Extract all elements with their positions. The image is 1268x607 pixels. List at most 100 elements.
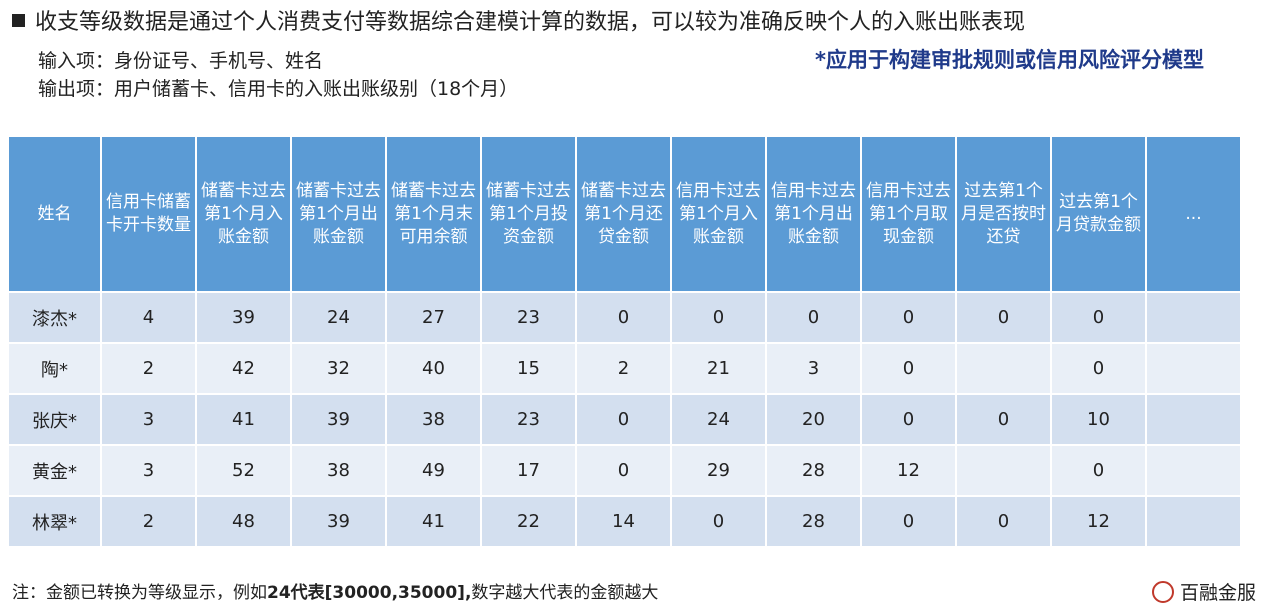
value-cell: 0 (1050, 444, 1147, 497)
value-cell: 22 (480, 495, 577, 548)
value-cell: 15 (480, 342, 577, 395)
value-cell: 29 (670, 444, 767, 497)
bullet (12, 13, 25, 27)
value-cell: 0 (955, 495, 1052, 548)
footnote-bold: 24代表[30000,35000], (267, 583, 472, 603)
value-cell: 2 (100, 342, 197, 395)
value-cell: 24 (670, 393, 767, 446)
empty-cell (1145, 342, 1242, 395)
column-header: 储蓄卡过去第1个月末可用余额 (385, 135, 482, 293)
footnote-prefix: 注：金额已转换为等级显示，例如 (12, 583, 267, 603)
logo: 百融金服 (1152, 578, 1256, 605)
value-cell: 20 (765, 393, 862, 446)
name-cell: 林翠* (7, 495, 102, 548)
value-cell: 42 (195, 342, 292, 395)
empty-cell (1145, 291, 1242, 344)
value-cell: 0 (670, 291, 767, 344)
table-row: 漆杰* 4 39 24 27 23 0 0 0 0 0 0 (7, 291, 1242, 344)
value-cell: 0 (860, 393, 957, 446)
value-cell: 0 (955, 291, 1052, 344)
title-text: 收支等级数据是通过个人消费支付等数据综合建模计算的数据，可以较为准确反映个人的入… (35, 10, 1026, 35)
value-cell: 3 (100, 444, 197, 497)
name-cell: 陶* (7, 342, 102, 395)
value-cell: 21 (670, 342, 767, 395)
column-header: 储蓄卡过去第1个月投资金额 (480, 135, 577, 293)
table-row: 陶* 2 42 32 40 15 2 21 3 0 0 (7, 342, 1242, 395)
value-cell: 12 (1050, 495, 1147, 548)
title: 收支等级数据是通过个人消费支付等数据综合建模计算的数据，可以较为准确反映个人的入… (12, 4, 1025, 36)
column-header: 储蓄卡过去第1个月出账金额 (290, 135, 387, 293)
value-cell: 3 (765, 342, 862, 395)
table-row: 张庆* 3 41 39 38 23 0 24 20 0 0 10 (7, 393, 1242, 446)
value-cell: 3 (100, 393, 197, 446)
empty-cell (1145, 495, 1242, 548)
value-cell: 41 (195, 393, 292, 446)
value-cell: 10 (1050, 393, 1147, 446)
column-header: 储蓄卡过去第1个月还贷金额 (575, 135, 672, 293)
value-cell: 23 (480, 393, 577, 446)
column-header: 姓名 (7, 135, 102, 293)
empty-cell (955, 342, 1052, 395)
column-header: ... (1145, 135, 1242, 293)
value-cell: 12 (860, 444, 957, 497)
value-cell: 2 (575, 342, 672, 395)
application-note: *应用于构建审批规则或信用风险评分模型 (815, 48, 1204, 72)
logo-text: 百融金服 (1180, 582, 1257, 604)
data-table: 姓名 信用卡储蓄卡开卡数量 储蓄卡过去第1个月入账金额 储蓄卡过去第1个月出账金额 储蓄… (7, 135, 1242, 548)
table-row: 林翠* 2 48 39 41 22 14 0 28 0 0 12 (7, 495, 1242, 548)
table-body: 漆杰* 4 39 24 27 23 0 0 0 0 0 0 陶* 2 42 32 40 15 2 21 3 0 0 张庆* 3 4… (7, 291, 1242, 548)
value-cell: 0 (575, 444, 672, 497)
column-header: 信用卡过去第1个月取现金额 (860, 135, 957, 293)
value-cell: 39 (195, 291, 292, 344)
value-cell: 39 (290, 393, 387, 446)
value-cell: 41 (385, 495, 482, 548)
empty-cell (1145, 444, 1242, 497)
value-cell: 28 (765, 444, 862, 497)
column-header: 过去第1个月贷款金额 (1050, 135, 1147, 293)
value-cell: 0 (670, 495, 767, 548)
value-cell: 38 (290, 444, 387, 497)
value-cell: 38 (385, 393, 482, 446)
value-cell: 0 (1050, 291, 1147, 344)
value-cell: 27 (385, 291, 482, 344)
value-cell: 0 (765, 291, 862, 344)
empty-cell (955, 444, 1052, 497)
column-header: 储蓄卡过去第1个月入账金额 (195, 135, 292, 293)
column-header: 过去第1个月是否按时还贷 (955, 135, 1052, 293)
value-cell: 0 (860, 291, 957, 344)
name-cell: 黄金* (7, 444, 102, 497)
value-cell: 40 (385, 342, 482, 395)
column-header: 信用卡过去第1个月出账金额 (765, 135, 862, 293)
value-cell: 4 (100, 291, 197, 344)
header-row: 姓名 信用卡储蓄卡开卡数量 储蓄卡过去第1个月入账金额 储蓄卡过去第1个月出账金额 储蓄… (7, 135, 1242, 293)
value-cell: 48 (195, 495, 292, 548)
value-cell: 24 (290, 291, 387, 344)
value-cell: 0 (860, 495, 957, 548)
input-line: 输入项：身份证号、手机号、姓名 (38, 50, 324, 72)
value-cell: 2 (100, 495, 197, 548)
value-cell: 32 (290, 342, 387, 395)
column-header: 信用卡过去第1个月入账金额 (670, 135, 767, 293)
table-row: 黄金* 3 52 38 49 17 0 29 28 12 0 (7, 444, 1242, 497)
output-line: 输出项：用户储蓄卡、信用卡的入账出账级别（18个月） (38, 78, 519, 100)
value-cell: 28 (765, 495, 862, 548)
value-cell: 0 (955, 393, 1052, 446)
value-cell: 49 (385, 444, 482, 497)
value-cell: 39 (290, 495, 387, 548)
value-cell: 0 (860, 342, 957, 395)
value-cell: 17 (480, 444, 577, 497)
value-cell: 14 (575, 495, 672, 548)
value-cell: 0 (1050, 342, 1147, 395)
value-cell: 0 (575, 291, 672, 344)
footnote-suffix: 数字越大代表的金额越大 (471, 583, 659, 603)
empty-cell (1145, 393, 1242, 446)
column-header: 信用卡储蓄卡开卡数量 (100, 135, 197, 293)
footnote: 注：金额已转换为等级显示，例如24代表[30000,35000],数字越大代表的… (12, 578, 658, 603)
name-cell: 漆杰* (7, 291, 102, 344)
value-cell: 23 (480, 291, 577, 344)
value-cell: 52 (195, 444, 292, 497)
logo-icon (1152, 580, 1174, 603)
name-cell: 张庆* (7, 393, 102, 446)
value-cell: 0 (575, 393, 672, 446)
